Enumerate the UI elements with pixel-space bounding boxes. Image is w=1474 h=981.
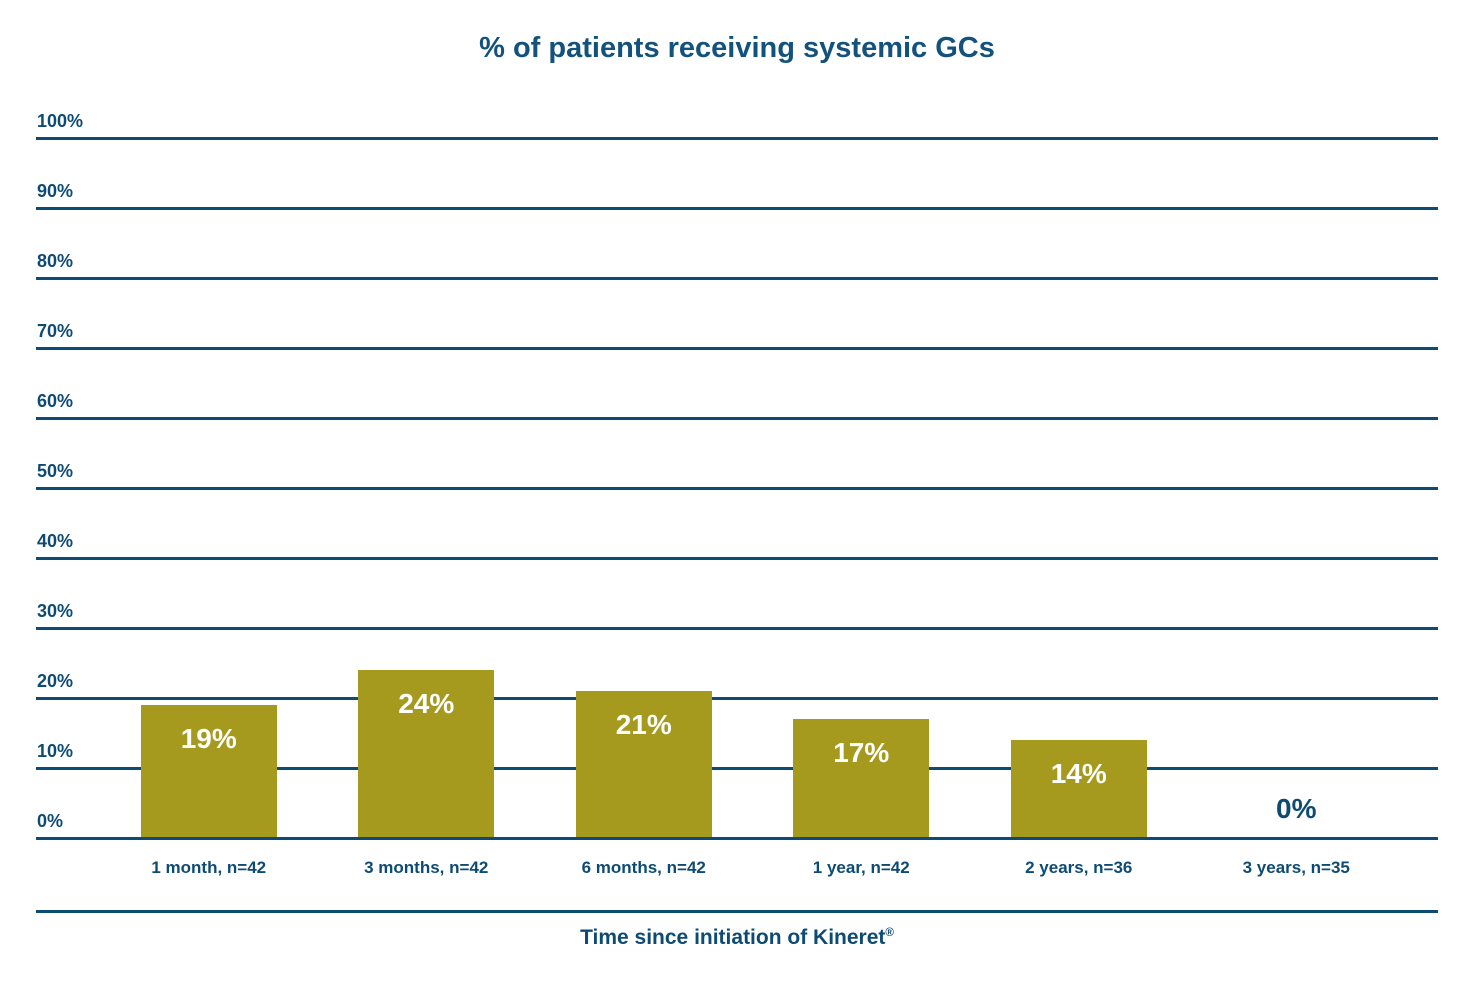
y-axis-tick-label: 60% xyxy=(37,391,74,411)
chart-title: % of patients receiving systemic GCs xyxy=(479,32,995,64)
y-axis-tick-label: 30% xyxy=(37,601,74,621)
bar-value-label: 17% xyxy=(833,737,890,768)
x-axis-category-label: 2 years, n=36 xyxy=(1025,858,1133,877)
y-axis-tick-label: 70% xyxy=(37,321,74,341)
gridline xyxy=(36,277,1438,280)
y-axis-tick-label: 0% xyxy=(37,811,64,831)
bar: 14% xyxy=(1010,740,1147,838)
bar-value-label: 14% xyxy=(1050,758,1107,789)
x-axis-category-label: 1 month, n=42 xyxy=(151,858,267,877)
bar: 19% xyxy=(140,705,277,838)
y-axis-tick-label: 10% xyxy=(37,741,74,761)
bar-value-label: 19% xyxy=(180,723,237,754)
gridline xyxy=(36,767,1438,770)
x-axis-title-text: Time since initiation of Kineret xyxy=(580,926,886,949)
bar-value-label: 24% xyxy=(398,688,455,719)
registered-trademark-symbol: ® xyxy=(885,927,894,939)
bar: 17% xyxy=(793,719,930,838)
gridline xyxy=(36,697,1438,700)
gridline xyxy=(36,837,1438,840)
gridline xyxy=(36,347,1438,350)
gridline xyxy=(36,557,1438,560)
x-axis-category-label: 3 years, n=35 xyxy=(1242,858,1350,877)
gridline xyxy=(36,627,1438,630)
y-axis-tick-label: 20% xyxy=(37,671,74,691)
y-axis-tick-label: 50% xyxy=(37,461,74,481)
x-axis-divider-line xyxy=(36,910,1438,913)
y-axis-tick-label: 80% xyxy=(37,251,74,271)
x-axis-category-label: 1 year, n=42 xyxy=(812,858,910,877)
y-axis-tick-label: 100% xyxy=(37,111,84,131)
bar: 21% xyxy=(575,691,712,838)
x-axis-category-label: 3 months, n=42 xyxy=(364,858,489,877)
gridline xyxy=(36,487,1438,490)
bar: 24% xyxy=(358,670,495,838)
x-axis-title: Time since initiation of Kineret® xyxy=(36,926,1438,950)
gridline xyxy=(36,417,1438,420)
y-axis-tick-label: 90% xyxy=(37,181,74,201)
bar-value-label: 21% xyxy=(615,709,672,740)
x-axis-category-label: 6 months, n=42 xyxy=(581,858,706,877)
zero-value-label: 0% xyxy=(1276,793,1317,824)
gridline xyxy=(36,207,1438,210)
y-axis-tick-label: 40% xyxy=(37,531,74,551)
gridline xyxy=(36,137,1438,140)
